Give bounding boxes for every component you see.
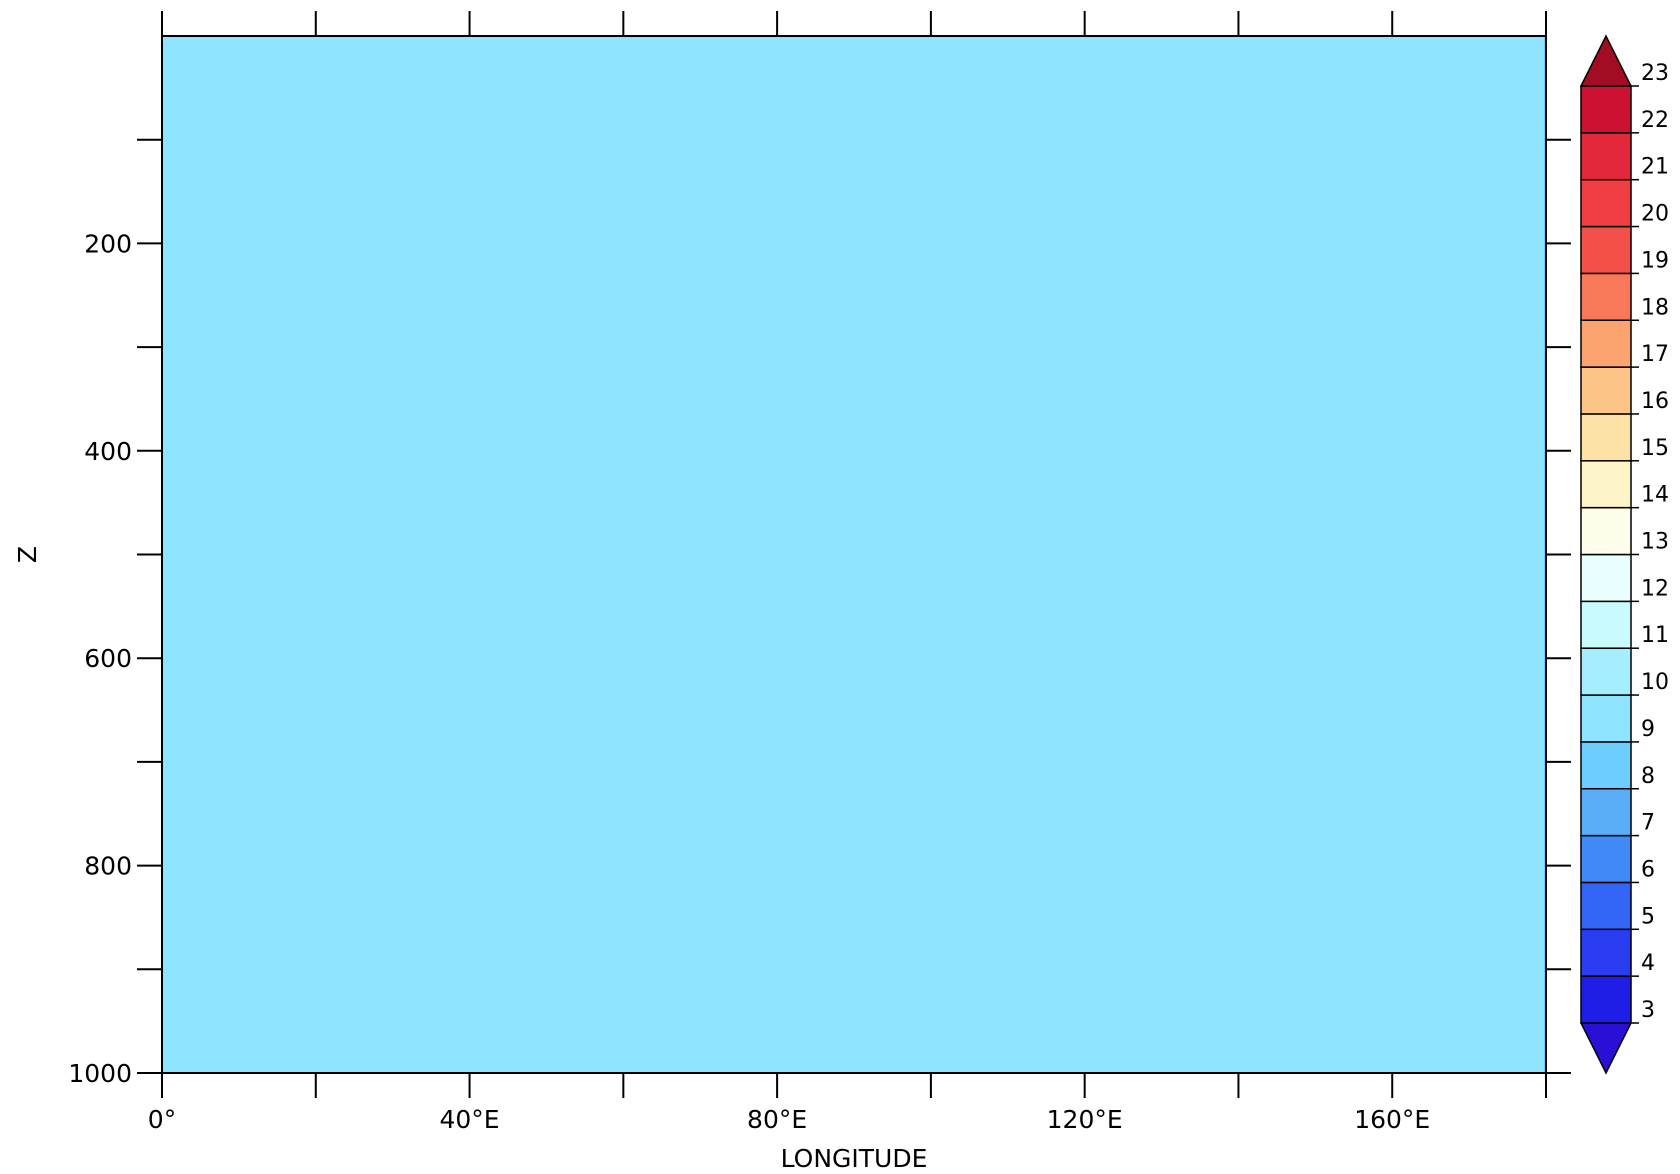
colorbar-extend-low [1579, 1022, 1633, 1075]
colorbar-band [1580, 975, 1632, 1024]
plot-fill-layer [162, 36, 1546, 1073]
axis-ticks [137, 11, 1571, 1098]
x-axis-label: LONGITUDE [781, 1144, 928, 1173]
colorbar-label: 8 [1641, 764, 1655, 789]
colorbar-label: 13 [1641, 530, 1669, 555]
colorbar: 3 4 5 6 7 8 9 10 11 12 13 14 15 16 17 18 19 20 21 22 23 [1579, 34, 1669, 1075]
colorbar-band [1580, 178, 1632, 228]
colorbar-label: 22 [1641, 108, 1669, 133]
colorbar-label: 11 [1641, 623, 1669, 648]
y-tick-label: 600 [84, 644, 132, 673]
colorbar-band [1580, 553, 1632, 603]
colorbar-band [1580, 272, 1632, 321]
fill-region-0 [162, 36, 1544, 1073]
y-tick-label: 1000 [68, 1059, 132, 1088]
colorbar-band [1580, 413, 1632, 462]
colorbar-band [1580, 694, 1632, 743]
colorbar-band [1580, 788, 1632, 837]
colorbar-label: 10 [1641, 670, 1669, 695]
colorbar-label: 4 [1641, 951, 1655, 976]
colorbar-label: 19 [1641, 248, 1669, 273]
colorbar-band [1580, 225, 1632, 275]
colorbar-band [1580, 928, 1632, 977]
colorbar-label: 6 [1641, 857, 1655, 882]
fill-region-1 [1543, 36, 1546, 1073]
y-tick-label: 400 [84, 437, 132, 466]
colorbar-label: 5 [1641, 904, 1655, 929]
colorbar-label: 15 [1641, 436, 1669, 461]
x-tick-label: 80°E [747, 1105, 807, 1134]
colorbar-label: 12 [1641, 576, 1669, 601]
y-axis-label: Z [13, 546, 42, 563]
colorbar-label: 7 [1641, 811, 1655, 836]
colorbar-label: 21 [1641, 155, 1669, 180]
x-tick-label: 120°E [1047, 1105, 1123, 1134]
colorbar-band [1580, 506, 1632, 556]
y-tick-label: 200 [84, 229, 132, 258]
colorbar-label: 9 [1641, 717, 1655, 742]
colorbar-label: 16 [1641, 389, 1669, 414]
colorbar-band [1580, 647, 1632, 696]
colorbar-label: 20 [1641, 202, 1669, 227]
colorbar-label: 18 [1641, 295, 1669, 320]
colorbar-label: 14 [1641, 483, 1669, 508]
colorbar-extend-high [1579, 34, 1633, 87]
x-tick-label: 40°E [440, 1105, 500, 1134]
colorbar-band [1580, 366, 1632, 415]
colorbar-band [1580, 881, 1632, 931]
axis-tick-labels: 0° 40°E 80°E 120°E 160°E 200 400 600 800 1000 [68, 229, 1430, 1134]
colorbar-band [1580, 741, 1632, 790]
colorbar-band [1580, 834, 1632, 884]
x-tick-label: 0° [148, 1105, 176, 1134]
x-tick-label: 160°E [1354, 1105, 1430, 1134]
colorbar-label: 23 [1641, 61, 1669, 86]
colorbar-band [1580, 85, 1632, 134]
colorbar-band [1580, 132, 1632, 181]
colorbar-band [1580, 319, 1632, 368]
y-tick-label: 800 [84, 852, 132, 881]
colorbar-band [1580, 460, 1632, 509]
colorbar-label: 3 [1641, 998, 1655, 1023]
colorbar-band [1580, 600, 1632, 649]
colorbar-label: 17 [1641, 342, 1669, 367]
